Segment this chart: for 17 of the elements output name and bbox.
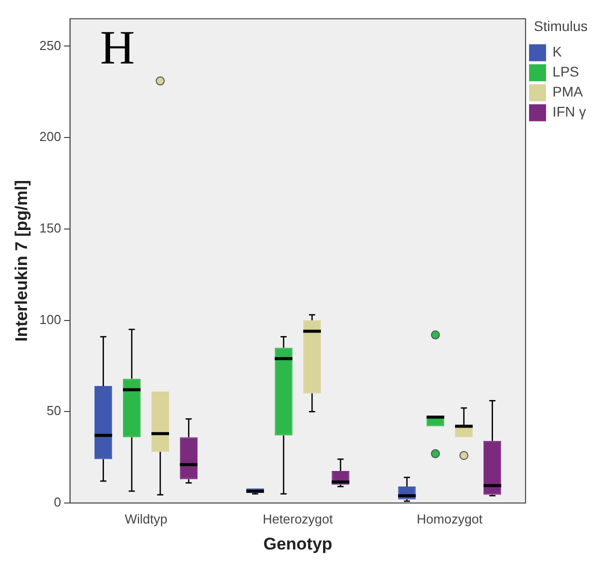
- y-tick-label: 0: [54, 494, 62, 510]
- y-tick-label: 200: [39, 129, 62, 144]
- legend-label: IFN γ: [552, 104, 586, 120]
- y-tick-label: 250: [39, 38, 62, 53]
- y-tick-label: 50: [46, 403, 62, 418]
- x-axis-title: Genotyp: [263, 534, 332, 554]
- y-tick-label: 100: [39, 312, 62, 327]
- legend-label: K: [552, 44, 563, 60]
- x-tick-label: Wildtyp: [124, 511, 168, 526]
- y-axis-title: Interleukin 7 [pg/ml]: [12, 180, 31, 342]
- y-tick-label: 150: [39, 220, 62, 236]
- x-tick-label: Heterozygot: [262, 511, 334, 526]
- annotation: H: [100, 21, 135, 74]
- legend-label: PMA: [552, 84, 584, 100]
- legend-title: Stimulus: [534, 18, 588, 34]
- legend-label: LPS: [552, 64, 580, 80]
- x-tick-label: Homozygot: [416, 511, 483, 526]
